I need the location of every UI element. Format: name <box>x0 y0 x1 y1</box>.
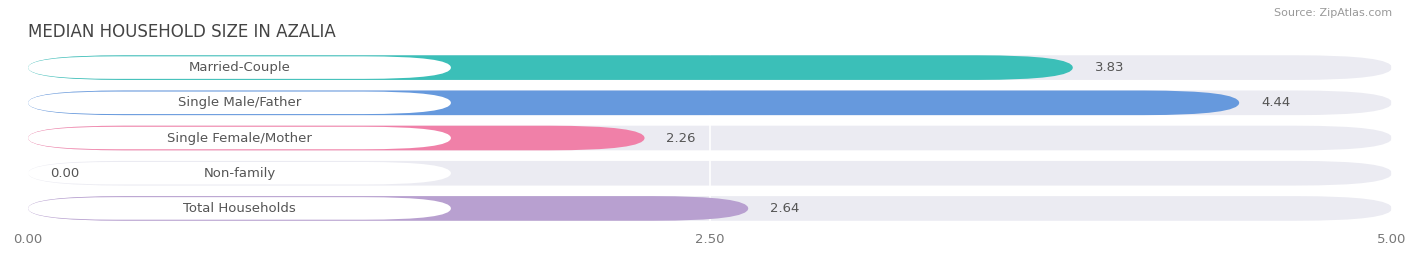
Text: Married-Couple: Married-Couple <box>188 61 291 74</box>
FancyBboxPatch shape <box>28 196 1392 221</box>
Text: Single Female/Mother: Single Female/Mother <box>167 132 312 144</box>
Text: 2.26: 2.26 <box>666 132 696 144</box>
Text: Non-family: Non-family <box>204 167 276 180</box>
Text: Single Male/Father: Single Male/Father <box>179 96 301 109</box>
FancyBboxPatch shape <box>28 159 1392 188</box>
FancyBboxPatch shape <box>28 197 451 220</box>
Text: 4.44: 4.44 <box>1261 96 1291 109</box>
FancyBboxPatch shape <box>28 126 644 150</box>
FancyBboxPatch shape <box>28 194 1392 223</box>
Text: Source: ZipAtlas.com: Source: ZipAtlas.com <box>1274 8 1392 18</box>
FancyBboxPatch shape <box>28 124 1392 152</box>
Text: 2.64: 2.64 <box>770 202 800 215</box>
FancyBboxPatch shape <box>28 55 1392 80</box>
FancyBboxPatch shape <box>28 56 451 79</box>
FancyBboxPatch shape <box>28 91 1239 115</box>
FancyBboxPatch shape <box>28 162 451 184</box>
FancyBboxPatch shape <box>28 88 1392 117</box>
Text: Total Households: Total Households <box>183 202 295 215</box>
Text: MEDIAN HOUSEHOLD SIZE IN AZALIA: MEDIAN HOUSEHOLD SIZE IN AZALIA <box>28 23 336 41</box>
FancyBboxPatch shape <box>28 161 1392 185</box>
FancyBboxPatch shape <box>28 126 1392 150</box>
FancyBboxPatch shape <box>28 55 1073 80</box>
FancyBboxPatch shape <box>28 53 1392 82</box>
Text: 3.83: 3.83 <box>1095 61 1125 74</box>
Text: 0.00: 0.00 <box>51 167 79 180</box>
FancyBboxPatch shape <box>28 91 1392 115</box>
FancyBboxPatch shape <box>28 127 451 149</box>
FancyBboxPatch shape <box>28 196 748 221</box>
FancyBboxPatch shape <box>28 92 451 114</box>
